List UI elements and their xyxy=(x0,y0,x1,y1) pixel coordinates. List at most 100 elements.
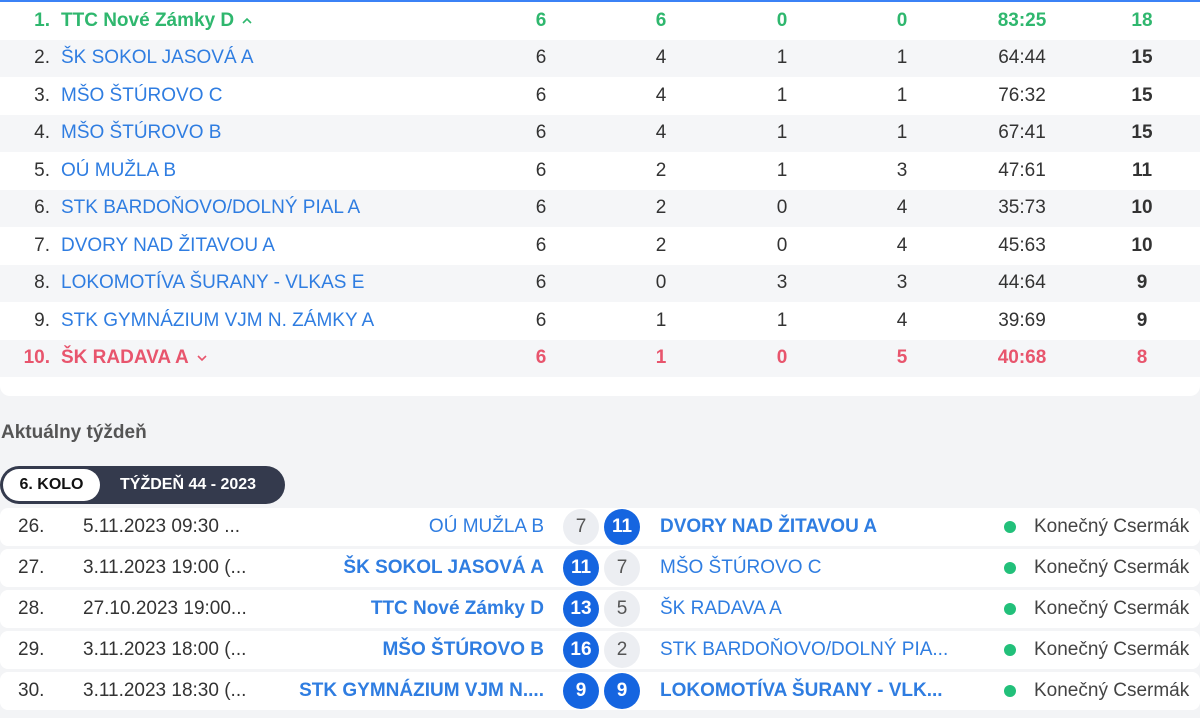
match-status: Konečný Csermák xyxy=(1034,598,1190,619)
team-name: OÚ MUŽLA B xyxy=(61,159,177,181)
match-number: 26. xyxy=(18,516,45,537)
cell-played: 6 xyxy=(535,309,547,331)
team-link[interactable]: ŠK SOKOL JASOVÁ A xyxy=(61,47,254,69)
team-link[interactable]: DVORY NAD ŽITAVOU A xyxy=(61,235,275,257)
cell-lost: 3 xyxy=(896,272,908,294)
cell-lost: 4 xyxy=(896,234,908,256)
status-dot-icon xyxy=(1004,603,1016,615)
cell-drawn: 1 xyxy=(776,84,788,106)
team-link[interactable]: OÚ MUŽLA B xyxy=(61,160,176,182)
cell-drawn: 1 xyxy=(776,159,788,181)
team-link[interactable]: STK BARDOŇOVO/DOLNÝ PIAL A xyxy=(61,197,360,219)
match-row[interactable]: 26. 5.11.2023 09:30 ... OÚ MUŽLA B 7 11 DVORY… xyxy=(0,508,1200,546)
cell-lost: 3 xyxy=(896,159,908,181)
standings-table: 1. TTC Nové Zámky D 6 6 0 0 83:25 18 2. ŠK SOKOL … xyxy=(0,0,1200,396)
cell-played: 6 xyxy=(535,234,547,256)
match-row[interactable]: 27. 3.11.2023 19:00 (... ŠK SOKOL JASOVÁ A… xyxy=(0,549,1200,587)
team-name: MŠO ŠTÚROVO B xyxy=(61,122,222,144)
away-team-link[interactable]: STK BARDOŇOVO/DOLNÝ PIA... xyxy=(660,639,949,660)
cell-points: 9 xyxy=(1136,309,1148,331)
match-status: Konečný Csermák xyxy=(1034,639,1190,660)
chevron-down-icon xyxy=(197,355,207,362)
away-score: 9 xyxy=(604,673,640,709)
match-date: 3.11.2023 18:30 (... xyxy=(83,680,247,701)
cell-score: 35:73 xyxy=(998,197,1046,219)
table-row: 2. ŠK SOKOL JASOVÁ A 6 4 1 1 64:44 15 xyxy=(0,39,1200,77)
chevron-up-icon xyxy=(242,17,252,24)
cell-played: 6 xyxy=(535,347,547,369)
rank: 4. xyxy=(34,122,50,144)
table-row: 5. OÚ MUŽLA B 6 2 1 3 47:61 11 xyxy=(0,152,1200,190)
team-link[interactable]: LOKOMOTÍVA ŠURANY - VLKAS E xyxy=(61,272,364,294)
match-number: 27. xyxy=(18,557,45,578)
away-score: 2 xyxy=(604,632,640,668)
team-name: DVORY NAD ŽITAVOU A xyxy=(61,234,275,256)
rank: 3. xyxy=(34,84,50,106)
cell-score: 67:41 xyxy=(998,122,1046,144)
cell-points: 15 xyxy=(1131,47,1153,69)
tab-round[interactable]: 6. KOLO xyxy=(3,469,100,501)
table-row: 1. TTC Nové Zámky D 6 6 0 0 83:25 18 xyxy=(0,2,1200,40)
status-dot-icon xyxy=(1004,562,1016,574)
away-team-link[interactable]: LOKOMOTÍVA ŠURANY - VLK... xyxy=(660,680,943,701)
home-team-link[interactable]: TTC Nové Zámky D xyxy=(370,598,544,619)
away-team-link[interactable]: DVORY NAD ŽITAVOU A xyxy=(660,516,878,537)
table-row: 7. DVORY NAD ŽITAVOU A 6 2 0 4 45:63 10 xyxy=(0,227,1200,265)
cell-points: 9 xyxy=(1136,272,1148,294)
status-dot-icon xyxy=(1004,644,1016,656)
table-row: 10. ŠK RADAVA A 6 1 0 5 40:68 8 xyxy=(0,339,1200,377)
cell-score: 83:25 xyxy=(997,9,1047,31)
cell-points: 15 xyxy=(1131,122,1153,144)
cell-lost: 4 xyxy=(896,309,908,331)
match-number: 29. xyxy=(18,639,45,660)
team-link[interactable]: STK GYMNÁZIUM VJM N. ZÁMKY A xyxy=(61,310,374,332)
cell-won: 6 xyxy=(655,9,667,31)
team-link[interactable]: MŠO ŠTÚROVO C xyxy=(61,85,223,107)
status-dot-icon xyxy=(1004,685,1016,697)
cell-lost: 1 xyxy=(896,122,908,144)
home-team-link[interactable]: STK GYMNÁZIUM VJM N.... xyxy=(299,680,544,701)
away-score: 11 xyxy=(604,509,640,545)
cell-drawn: 1 xyxy=(776,122,788,144)
cell-won: 1 xyxy=(655,347,667,369)
cell-points: 18 xyxy=(1131,9,1153,31)
tab-week[interactable]: TÝŽDEŇ 44 - 2023 xyxy=(120,476,257,493)
cell-points: 11 xyxy=(1131,159,1153,181)
round-switch: 6. KOLO TÝŽDEŇ 44 - 2023 xyxy=(0,466,285,504)
team-link[interactable]: ŠK RADAVA A xyxy=(61,347,209,369)
cell-played: 6 xyxy=(535,159,547,181)
team-link[interactable]: MŠO ŠTÚROVO B xyxy=(61,122,221,144)
home-score: 13 xyxy=(563,591,599,627)
match-number: 30. xyxy=(18,680,45,701)
cell-lost: 4 xyxy=(896,197,908,219)
status-dot-icon xyxy=(1004,521,1016,533)
match-date: 3.11.2023 18:00 (... xyxy=(83,639,247,660)
cell-won: 4 xyxy=(655,84,667,106)
away-team-link[interactable]: ŠK RADAVA A xyxy=(660,598,782,619)
cell-won: 1 xyxy=(655,309,667,331)
home-team-link[interactable]: MŠO ŠTÚROVO B xyxy=(382,639,544,660)
cell-drawn: 3 xyxy=(776,272,788,294)
away-team-link[interactable]: MŠO ŠTÚROVO C xyxy=(660,557,822,578)
cell-played: 6 xyxy=(535,47,547,69)
cell-won: 0 xyxy=(655,272,667,294)
match-row[interactable]: 30. 3.11.2023 18:30 (... STK GYMNÁZIUM VJM… xyxy=(0,672,1200,710)
cell-drawn: 0 xyxy=(776,234,788,256)
away-score: 7 xyxy=(604,550,640,586)
home-team-link[interactable]: OÚ MUŽLA B xyxy=(428,516,544,537)
cell-played: 6 xyxy=(535,9,547,31)
cell-played: 6 xyxy=(535,84,547,106)
home-score: 9 xyxy=(563,673,599,709)
match-row[interactable]: 29. 3.11.2023 18:00 (... MŠO ŠTÚROVO B 16 2 S… xyxy=(0,631,1200,669)
cell-score: 40:68 xyxy=(997,347,1047,369)
team-name: ŠK RADAVA A xyxy=(61,347,189,369)
cell-points: 10 xyxy=(1131,234,1153,256)
team-link[interactable]: TTC Nové Zámky D xyxy=(61,10,254,32)
cell-lost: 1 xyxy=(896,84,908,106)
cell-lost: 5 xyxy=(896,347,908,369)
cell-points: 15 xyxy=(1131,84,1153,106)
match-row[interactable]: 28. 27.10.2023 19:00... TTC Nové Zámky D 13… xyxy=(0,590,1200,628)
home-team-link[interactable]: ŠK SOKOL JASOVÁ A xyxy=(343,557,544,578)
match-status: Konečný Csermák xyxy=(1034,516,1190,537)
cell-points: 10 xyxy=(1131,197,1153,219)
